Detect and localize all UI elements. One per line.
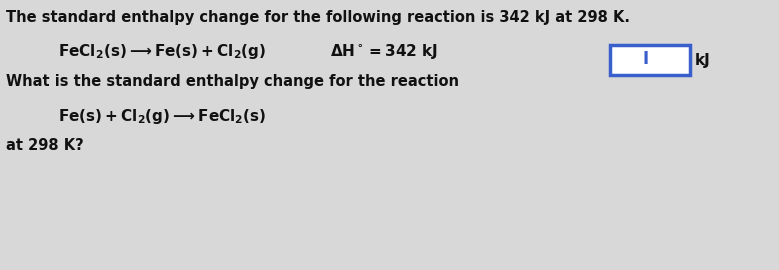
Text: $\mathbf{\Delta H^\circ = 342\ kJ}$: $\mathbf{\Delta H^\circ = 342\ kJ}$: [330, 42, 438, 61]
Text: What is the standard enthalpy change for the reaction: What is the standard enthalpy change for…: [6, 74, 459, 89]
Text: at 298 K?: at 298 K?: [6, 138, 84, 153]
Text: kJ: kJ: [695, 52, 710, 68]
Text: I: I: [643, 50, 649, 68]
Text: The standard enthalpy change for the following reaction is 342 kJ at 298 K.: The standard enthalpy change for the fol…: [6, 10, 630, 25]
Text: $\mathbf{Fe(s) + Cl_2(g) \longrightarrow FeCl_2(s)}$: $\mathbf{Fe(s) + Cl_2(g) \longrightarrow…: [58, 107, 266, 126]
Text: $\mathbf{FeCl_2(s) \longrightarrow Fe(s) + Cl_2(g)}$: $\mathbf{FeCl_2(s) \longrightarrow Fe(s)…: [58, 42, 266, 61]
FancyBboxPatch shape: [610, 45, 690, 75]
